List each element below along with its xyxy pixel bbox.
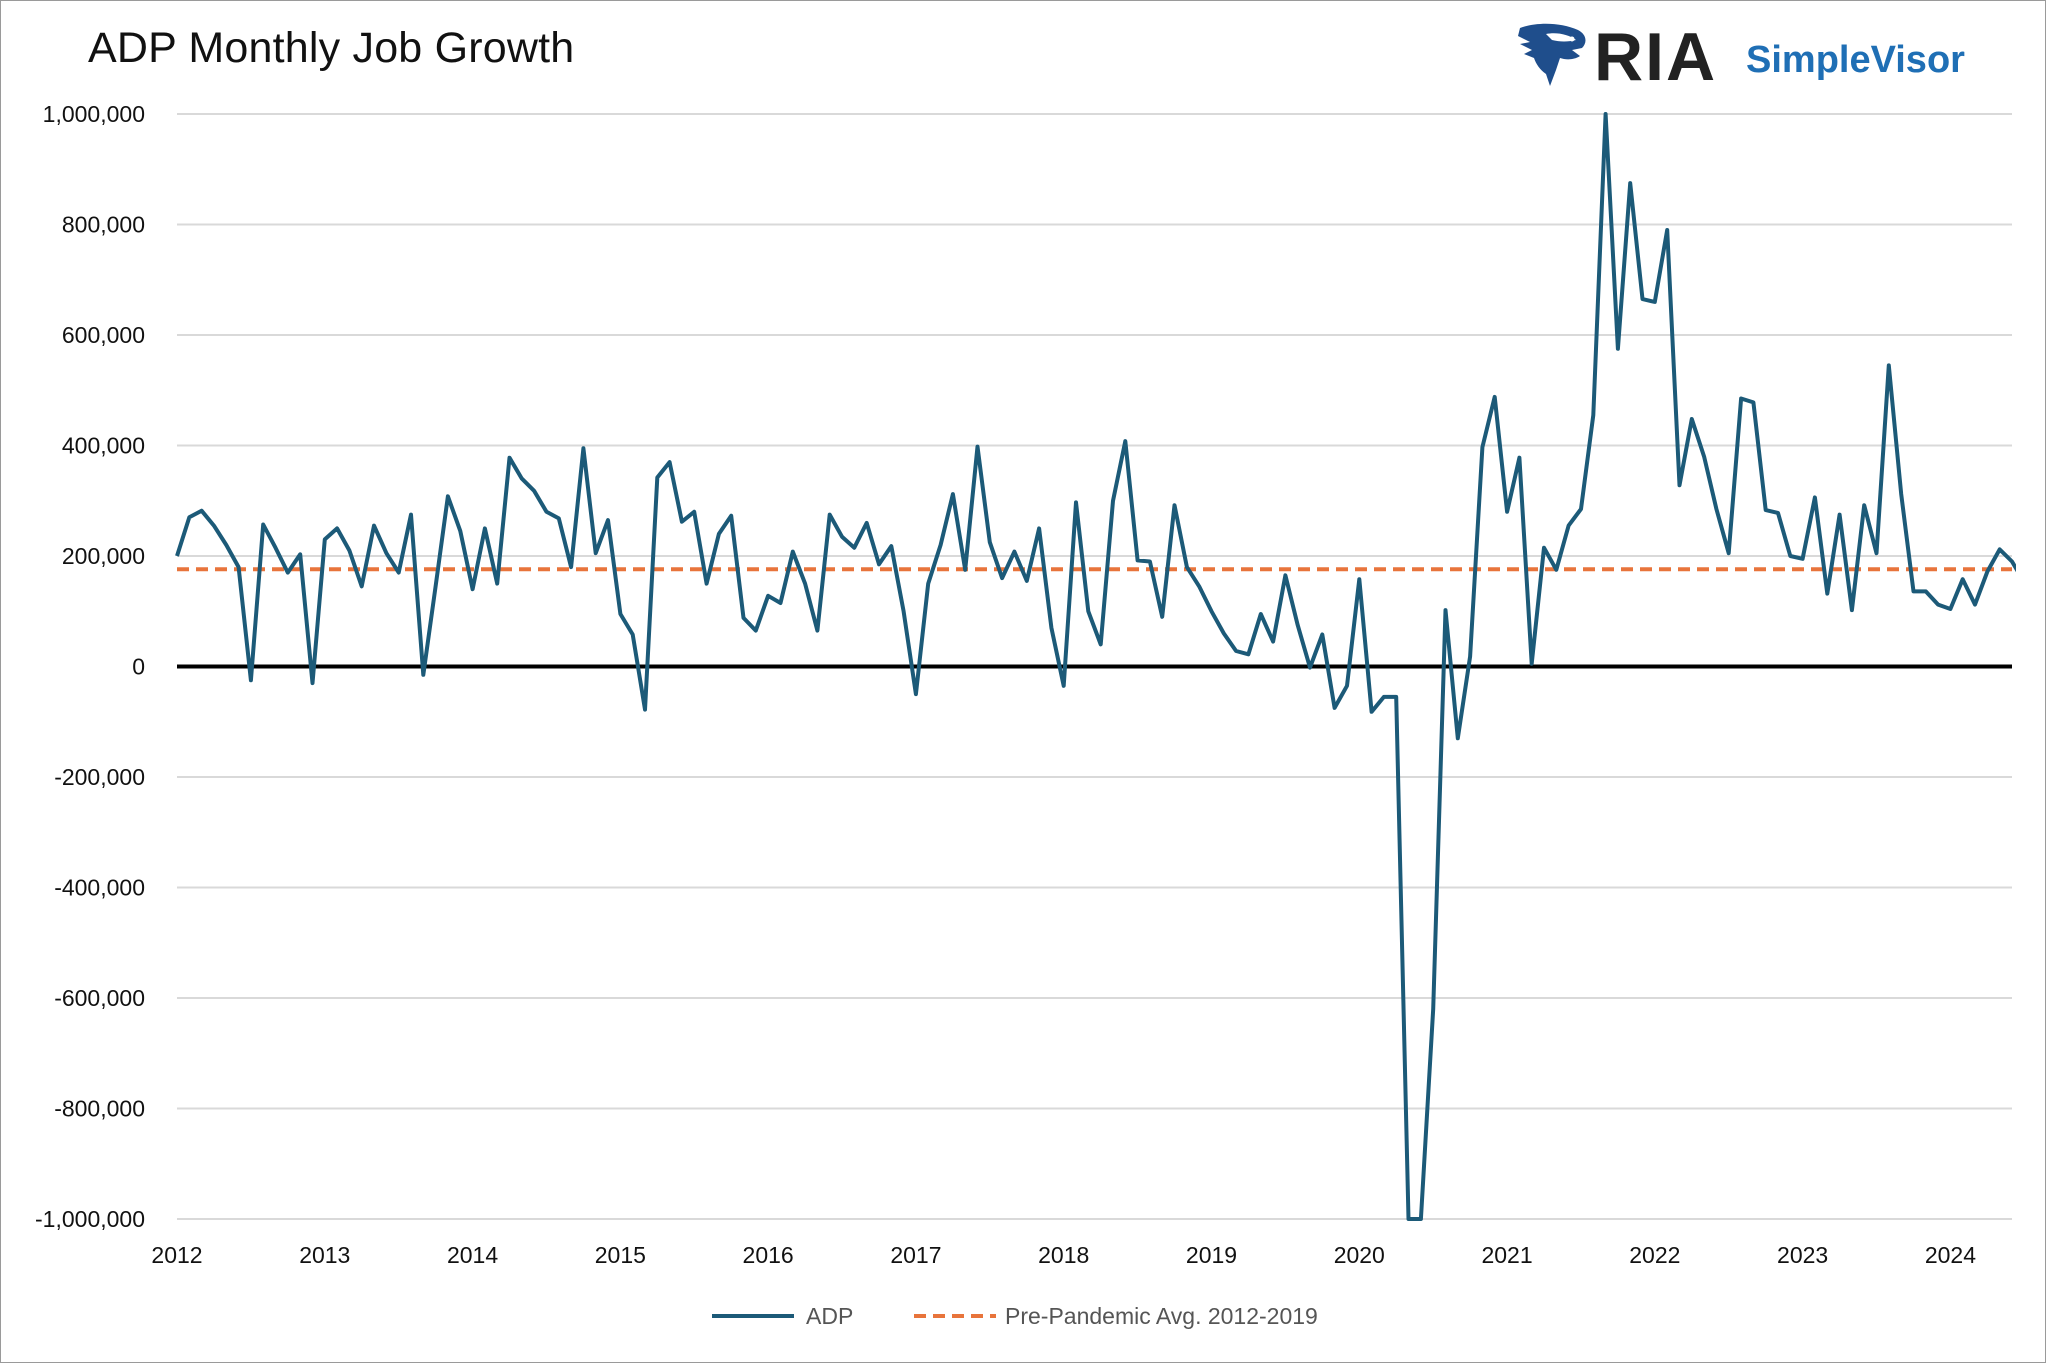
y-tick-label: 200,000 — [62, 543, 145, 569]
y-tick-label: 1,000,000 — [43, 101, 145, 127]
x-tick-label: 2022 — [1629, 1242, 1680, 1268]
y-tick-label: -200,000 — [54, 764, 145, 790]
chart-title: ADP Monthly Job Growth — [88, 24, 575, 72]
y-tick-label: -400,000 — [54, 875, 145, 901]
x-axis-tick-labels: 2012 2013 2014 2015 2016 2017 2018 2019 2020 2021… — [151, 1242, 1976, 1268]
legend-label-adp: ADP — [806, 1303, 853, 1329]
y-tick-label: 600,000 — [62, 322, 145, 348]
x-tick-label: 2012 — [151, 1242, 202, 1268]
x-tick-label: 2017 — [890, 1242, 941, 1268]
y-tick-label: 0 — [132, 654, 145, 680]
ria-simplevisor-logo: RIA SimpleVisor — [1512, 19, 2002, 95]
x-tick-label: 2019 — [1186, 1242, 1237, 1268]
series-layer — [175, 112, 2016, 1221]
y-tick-label: 400,000 — [62, 433, 145, 459]
eagle-icon — [1518, 23, 1586, 86]
x-tick-label: 2021 — [1481, 1242, 1532, 1268]
x-tick-label: 2018 — [1038, 1242, 1089, 1268]
gridlines — [177, 113, 2012, 1220]
x-tick-label: 2023 — [1777, 1242, 1828, 1268]
x-tick-label: 2013 — [299, 1242, 350, 1268]
x-tick-label: 2016 — [743, 1242, 794, 1268]
y-tick-label: -600,000 — [54, 985, 145, 1011]
x-tick-label: 2014 — [447, 1242, 498, 1268]
y-tick-label: -1,000,000 — [35, 1206, 145, 1232]
x-tick-label: 2015 — [595, 1242, 646, 1268]
logo-brand: RIA — [1594, 19, 1718, 95]
logo-product: SimpleVisor — [1746, 39, 1965, 81]
adp-series-line — [175, 112, 2016, 1221]
x-tick-label: 2024 — [1925, 1242, 1976, 1268]
legend: ADP Pre-Pandemic Avg. 2012-2019 — [712, 1303, 1318, 1329]
y-tick-label: -800,000 — [54, 1096, 145, 1122]
legend-label-average: Pre-Pandemic Avg. 2012-2019 — [1005, 1303, 1318, 1329]
x-tick-label: 2020 — [1334, 1242, 1385, 1268]
y-axis-tick-labels: 1,000,000 800,000 600,000 400,000 200,000 0 -2… — [35, 101, 145, 1232]
y-tick-label: 800,000 — [62, 212, 145, 238]
